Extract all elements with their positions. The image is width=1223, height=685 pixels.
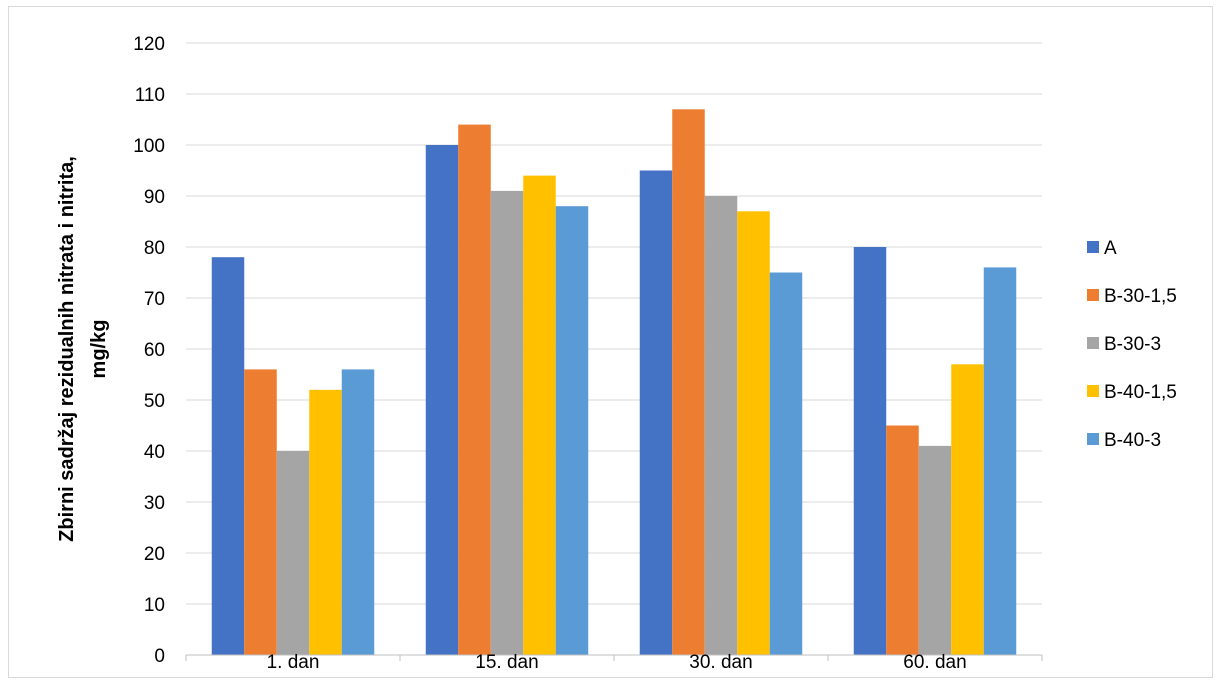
bar bbox=[918, 445, 952, 655]
bar bbox=[341, 369, 375, 655]
bar bbox=[704, 196, 738, 655]
x-tick-label: 30. dan bbox=[689, 652, 752, 673]
y-tick-label: 30 bbox=[144, 493, 165, 514]
bar bbox=[639, 170, 673, 655]
bar bbox=[737, 211, 770, 656]
x-axis-ticks bbox=[185, 655, 1043, 661]
y-tick-label: 0 bbox=[154, 646, 165, 667]
legend-label: A bbox=[1104, 238, 1117, 259]
bar bbox=[555, 206, 589, 655]
legend-swatch bbox=[1087, 337, 1099, 349]
y-tick-label: 100 bbox=[133, 136, 165, 157]
y-tick-label: 60 bbox=[144, 340, 165, 361]
y-tick-label: 120 bbox=[133, 34, 165, 55]
y-tick-label: 20 bbox=[144, 544, 165, 565]
bar bbox=[425, 145, 459, 655]
y-axis-title-line1: Zbirni sadržaj rezidualnih nitrata i nit… bbox=[56, 156, 78, 542]
bar bbox=[769, 272, 803, 655]
bar bbox=[951, 364, 984, 655]
bar bbox=[672, 109, 705, 656]
y-tick-label: 40 bbox=[144, 442, 165, 463]
legend-swatch bbox=[1087, 289, 1099, 301]
bars bbox=[211, 109, 1017, 656]
y-tick-label: 80 bbox=[144, 238, 165, 259]
y-tick-label: 110 bbox=[135, 85, 165, 106]
bar bbox=[211, 257, 245, 655]
bar bbox=[490, 190, 524, 655]
bar bbox=[523, 175, 556, 655]
legend-swatch bbox=[1087, 385, 1099, 397]
y-tick-label: 10 bbox=[144, 595, 165, 616]
y-axis-tick-labels: 0 10 20 30 40 50 60 70 80 90 100 110 120 bbox=[133, 34, 165, 667]
legend-swatch bbox=[1087, 241, 1099, 253]
bar bbox=[853, 247, 887, 655]
y-axis-title: Zbirni sadržaj rezidualnih nitrata i nit… bbox=[56, 156, 110, 542]
legend-label: B-40-1,5 bbox=[1104, 382, 1177, 403]
legend-label: B-40-3 bbox=[1104, 430, 1161, 451]
y-axis-title-line2: mg/kg bbox=[88, 320, 110, 379]
bar bbox=[983, 267, 1017, 655]
bar bbox=[886, 425, 919, 655]
legend-swatch bbox=[1087, 433, 1099, 445]
y-tick-label: 70 bbox=[144, 289, 165, 310]
bar bbox=[276, 451, 310, 655]
y-tick-label: 50 bbox=[144, 391, 165, 412]
bar bbox=[244, 369, 277, 655]
bar bbox=[309, 389, 342, 655]
x-tick-label: 1. dan bbox=[267, 652, 320, 673]
legend-label: B-30-1,5 bbox=[1104, 286, 1177, 307]
bar bbox=[458, 124, 491, 656]
x-axis-tick-labels: 1. dan 15. dan 30. dan 60. dan bbox=[267, 652, 967, 673]
legend-label: B-30-3 bbox=[1104, 334, 1161, 355]
legend: A B-30-1,5 B-30-3 B-40-1,5 B-40-3 bbox=[1087, 238, 1177, 451]
x-tick-label: 15. dan bbox=[475, 652, 538, 673]
x-tick-label: 60. dan bbox=[903, 652, 966, 673]
y-tick-label: 90 bbox=[144, 187, 165, 208]
